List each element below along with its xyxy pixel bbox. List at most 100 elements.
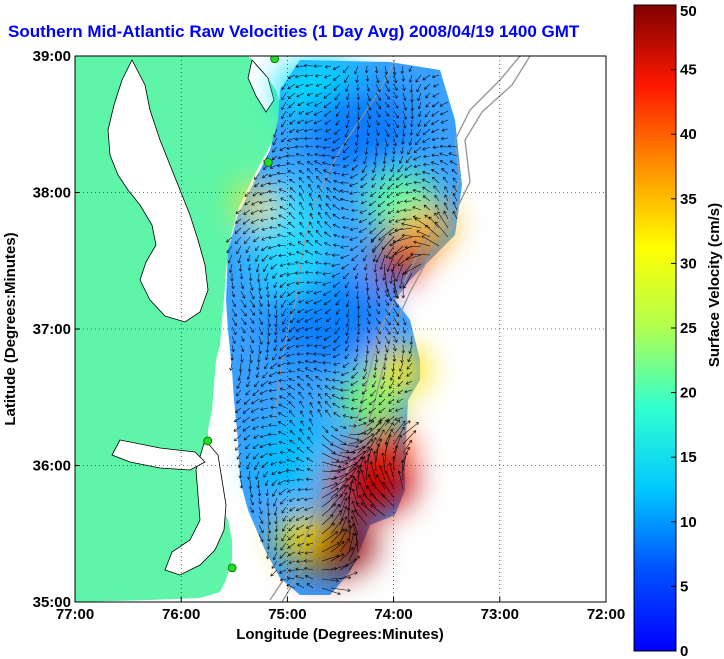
velocity-arrow-665 <box>375 344 380 354</box>
velocity-arrow-609 <box>240 326 246 334</box>
velocity-arrow-116 <box>393 119 399 129</box>
velocity-arrow-725 <box>351 371 359 379</box>
velocity-arrow-672 <box>249 353 253 364</box>
velocity-arrow-33 <box>305 83 314 88</box>
velocity-arrow-96 <box>384 110 390 117</box>
y-axis-label: Latitude (Degrees:Minutes) <box>2 232 19 425</box>
velocity-arrow-319 <box>434 194 440 202</box>
velocity-arrow-12 <box>408 65 413 73</box>
velocity-arrow-252 <box>260 182 269 187</box>
velocity-arrow-20 <box>355 74 359 83</box>
velocity-arrow-386 <box>358 227 368 233</box>
velocity-arrow-348 <box>242 218 251 225</box>
velocity-arrow-62 <box>410 92 414 103</box>
velocity-arrow-571 <box>249 308 255 316</box>
velocity-arrow-770 <box>397 389 404 394</box>
velocity-arrow-983 <box>273 497 278 507</box>
velocity-arrow-809 <box>395 407 404 412</box>
velocity-arrow-237 <box>333 171 341 175</box>
velocity-arrow-926 <box>255 470 260 480</box>
velocity-arrow-179 <box>413 146 422 153</box>
velocity-arrow-585 <box>375 308 380 315</box>
velocity-arrow-492 <box>248 272 253 281</box>
velocity-arrow-615 <box>288 326 296 333</box>
velocity-arrow-853 <box>278 430 287 436</box>
velocity-arrow-478 <box>315 261 323 265</box>
velocity-arrow-317 <box>412 197 422 202</box>
velocity-arrow-1019 <box>295 515 305 521</box>
velocity-arrow-82 <box>425 101 431 108</box>
velocity-arrow-461 <box>372 254 377 262</box>
velocity-arrow-495 <box>272 272 278 279</box>
velocity-arrow-1032 <box>282 524 287 532</box>
velocity-arrow-842 <box>357 422 367 427</box>
velocity-arrow-849 <box>243 434 251 441</box>
velocity-arrow-149 <box>324 137 332 142</box>
velocity-arrow-640 <box>333 335 341 343</box>
velocity-arrow-482 <box>353 263 359 271</box>
velocity-arrow-133 <box>366 128 370 136</box>
velocity-arrow-1014 <box>258 515 264 524</box>
velocity-arrow-632 <box>266 335 271 345</box>
colorbar-tick-label-5: 25 <box>680 320 697 337</box>
velocity-arrow-124 <box>280 128 287 135</box>
velocity-arrow-264 <box>371 182 377 188</box>
velocity-arrow-813 <box>261 415 269 420</box>
velocity-arrow-967 <box>287 488 296 493</box>
velocity-arrow-292 <box>405 190 413 195</box>
velocity-arrow-648 <box>409 335 414 345</box>
velocity-arrow-643 <box>366 335 371 344</box>
velocity-arrow-333 <box>332 204 341 211</box>
velocity-arrow-1095 <box>286 576 296 581</box>
velocity-arrow-36 <box>333 83 341 91</box>
velocity-arrow-30 <box>281 83 287 90</box>
velocity-arrow-845 <box>384 420 390 427</box>
velocity-arrow-734 <box>254 380 260 388</box>
velocity-arrow-990 <box>339 484 349 499</box>
velocity-arrow-586 <box>384 308 391 316</box>
velocity-arrow-957 <box>363 460 368 481</box>
velocity-arrow-788 <box>378 398 386 406</box>
velocity-arrow-504 <box>354 272 359 280</box>
velocity-arrow-442 <box>404 245 422 250</box>
velocity-arrow-166 <box>294 145 305 149</box>
velocity-arrow-506 <box>374 272 379 283</box>
velocity-arrow-310 <box>350 199 359 204</box>
velocity-arrow-61 <box>402 92 407 101</box>
velocity-arrow-925 <box>247 470 251 480</box>
velocity-arrow-89 <box>313 110 323 116</box>
velocity-arrow-1004 <box>304 506 314 511</box>
velocity-arrow-805 <box>358 407 368 413</box>
x-tick-label-5: 72:00 <box>587 606 625 623</box>
velocity-arrow-196 <box>373 155 377 166</box>
velocity-arrow-751 <box>405 380 413 385</box>
velocity-arrow-97 <box>393 110 399 119</box>
velocity-arrow-820 <box>325 409 332 418</box>
velocity-arrow-298 <box>244 200 251 206</box>
velocity-arrow-549 <box>393 290 398 299</box>
velocity-arrow-400 <box>261 236 269 241</box>
velocity-arrow-239 <box>350 173 359 179</box>
velocity-arrow-951 <box>305 477 314 482</box>
velocity-arrow-927 <box>263 470 269 478</box>
velocity-arrow-446 <box>237 254 242 264</box>
velocity-arrow-921 <box>384 441 389 463</box>
velocity-arrow-728 <box>381 371 386 380</box>
velocity-arrow-307 <box>326 195 332 202</box>
velocity-arrow-613 <box>274 326 278 336</box>
velocity-arrow-1001 <box>281 506 287 514</box>
velocity-arrow-1066 <box>272 551 278 561</box>
velocity-arrow-74 <box>356 101 361 111</box>
velocity-arrow-1060 <box>321 531 338 544</box>
velocity-arrow-899 <box>357 439 374 454</box>
velocity-arrow-988 <box>321 487 339 499</box>
velocity-arrow-300 <box>259 200 269 205</box>
velocity-arrow-896 <box>330 452 351 460</box>
velocity-arrow-913 <box>306 457 314 463</box>
velocity-arrow-931 <box>295 467 305 472</box>
velocity-arrow-122 <box>440 119 449 124</box>
velocity-arrow-450 <box>268 254 278 260</box>
velocity-arrow-1033 <box>288 524 296 532</box>
velocity-arrow-424 <box>254 245 260 251</box>
velocity-arrow-618 <box>315 326 323 331</box>
